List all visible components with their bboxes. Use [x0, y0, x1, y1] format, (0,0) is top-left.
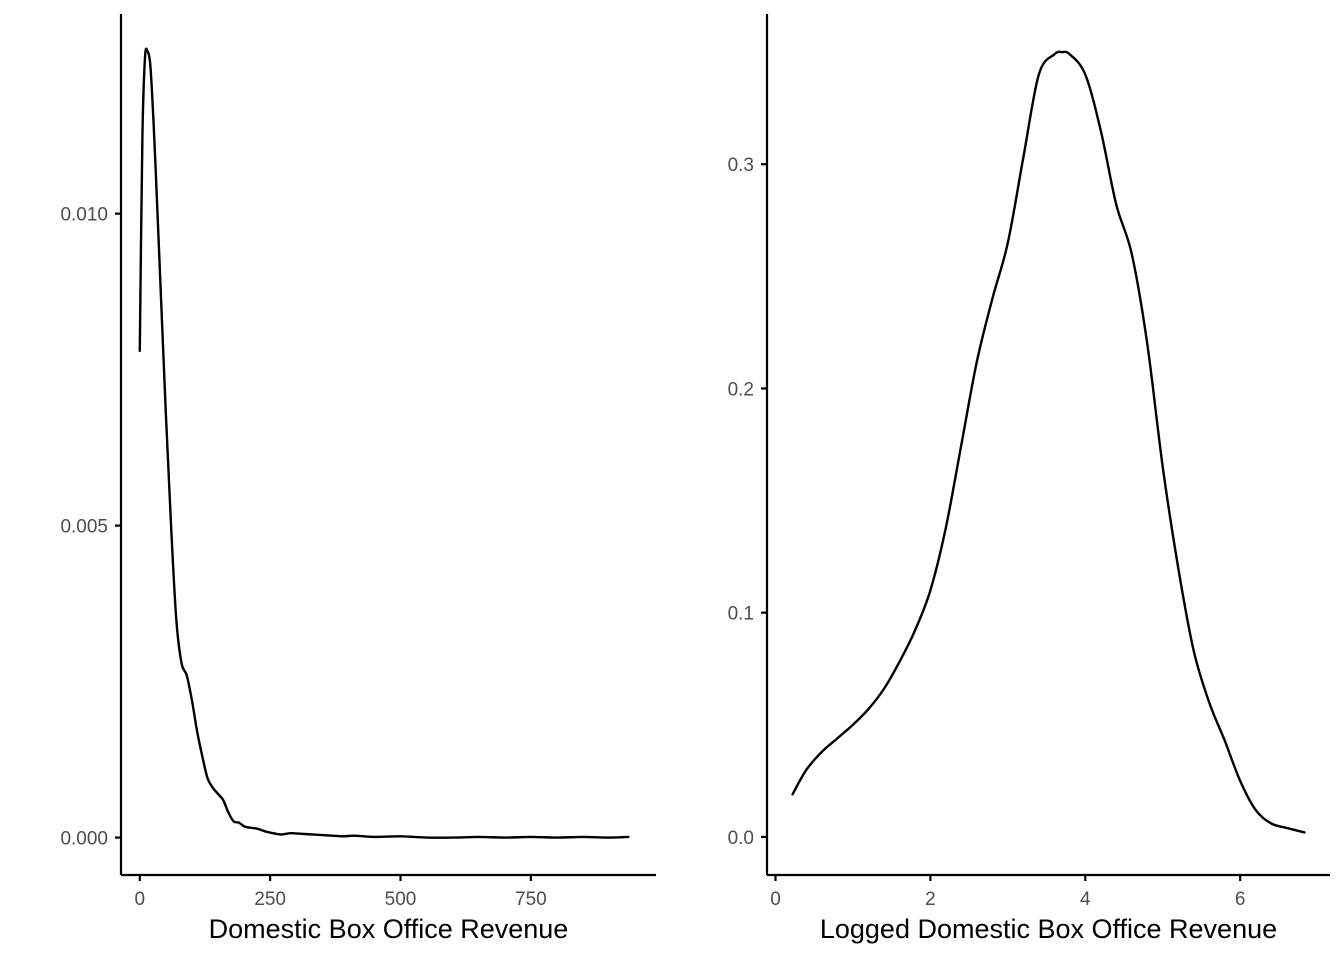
logged-revenue-x-tick-label: 2 [925, 889, 936, 910]
logged-revenue-panel: 0.0 0.1 0.2 0.3 0 2 4 6 Logged Domestic Box Offi… [728, 14, 1330, 944]
revenue-density-line [138, 47, 630, 839]
revenue-x-tick-label: 250 [254, 889, 286, 910]
logged-revenue-density-line [791, 50, 1306, 834]
revenue-x-tick-label: 0 [134, 889, 145, 910]
revenue-y-tick-label: 0.000 [60, 829, 108, 850]
logged-revenue-y-tick-label: 0.0 [728, 828, 754, 849]
logged-revenue-x-tick-label: 4 [1080, 889, 1091, 910]
revenue-x-axis-title: Domestic Box Office Revenue [209, 914, 569, 944]
logged-revenue-y-tick-label: 0.3 [728, 155, 754, 176]
revenue-panel: 0.000 0.005 0.010 0 250 500 750 Domestic Box Of… [60, 14, 656, 944]
revenue-y-tick-label: 0.005 [60, 517, 108, 538]
logged-revenue-y-tick-label: 0.2 [728, 379, 754, 400]
logged-revenue-x-tick-label: 6 [1235, 889, 1246, 910]
revenue-y-tick-label: 0.010 [60, 205, 108, 226]
logged-revenue-x-axis-title: Logged Domestic Box Office Revenue [820, 914, 1277, 944]
revenue-x-tick-label: 750 [515, 889, 547, 910]
revenue-x-tick-label: 500 [385, 889, 417, 910]
logged-revenue-x-tick-label: 0 [770, 889, 781, 910]
logged-revenue-y-tick-label: 0.1 [728, 604, 754, 625]
